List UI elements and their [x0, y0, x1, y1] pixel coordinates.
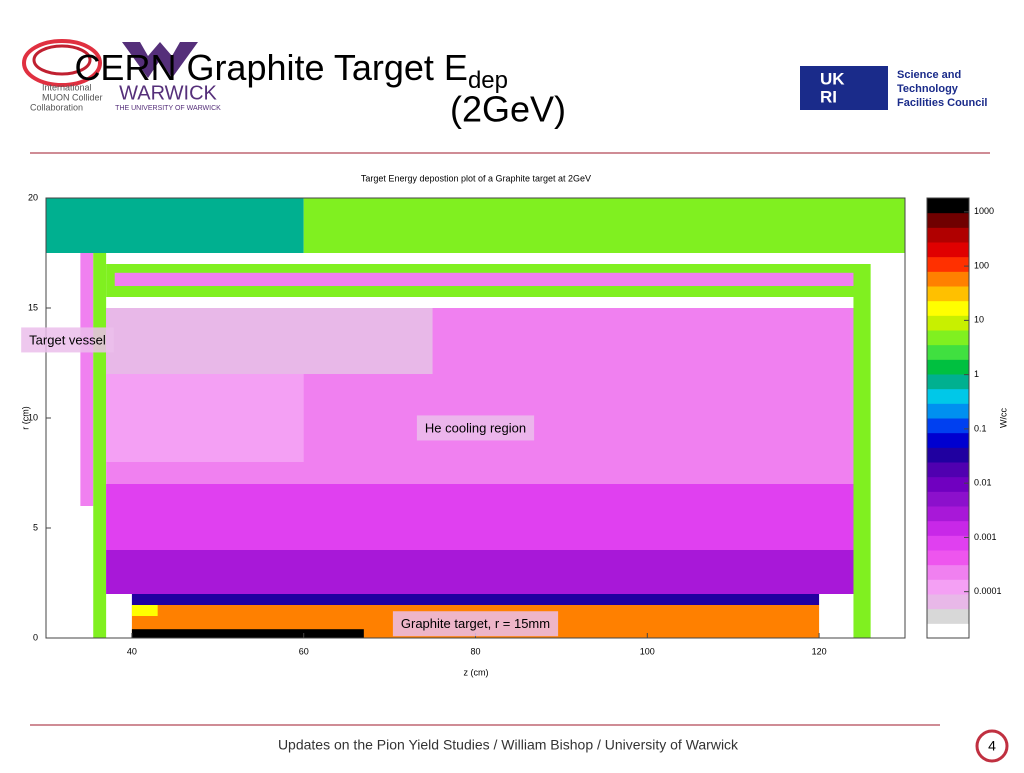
heat-cell	[114, 272, 863, 286]
colorbar-band	[927, 212, 969, 228]
logo-text: International	[42, 82, 92, 92]
colorbar-tick-label: 0.001	[974, 532, 997, 542]
colorbar-band	[927, 520, 969, 536]
colorbar-tick-label: 0.01	[974, 478, 992, 488]
colorbar-band	[927, 550, 969, 566]
colorbar-band	[927, 227, 969, 243]
colorbar-band	[927, 432, 969, 448]
heat-cell	[80, 253, 94, 506]
warwick-sub: THE UNIVERSITY OF WARWICK	[115, 105, 221, 112]
x-tick-label: 80	[470, 646, 480, 656]
ukri-text: RI	[820, 87, 837, 106]
colorbar-band	[927, 403, 969, 419]
logo-left: International MUON Collider Collaboratio…	[22, 39, 103, 112]
colorbar-band	[927, 476, 969, 492]
colorbar-frame	[926, 197, 970, 639]
annotation: He cooling region	[425, 420, 526, 435]
colorbar-band	[927, 491, 969, 507]
colorbar-band	[927, 623, 969, 639]
colorbar-band	[927, 344, 969, 360]
heat-cell	[106, 550, 863, 594]
colorbar-band	[927, 330, 969, 346]
heat-cell	[131, 605, 158, 616]
colorbar-band	[927, 418, 969, 434]
title-line2: (2GeV)	[450, 89, 566, 130]
colorbar-band	[927, 447, 969, 463]
colorbar-tick-label: 10	[974, 315, 984, 325]
chart-title: Target Energy depostion plot of a Graphi…	[361, 173, 591, 183]
colorbar-band	[927, 535, 969, 551]
colorbar-band	[927, 271, 969, 287]
heat-cell	[853, 264, 871, 638]
colorbar-band	[927, 506, 969, 522]
annotation-box	[416, 415, 535, 441]
colorbar-band	[927, 286, 969, 302]
logo-text: Collaboration	[30, 102, 83, 112]
x-tick-label: 100	[640, 646, 655, 656]
page-number: 4	[988, 738, 996, 754]
colorbar-band	[927, 608, 969, 624]
heat-cell	[93, 253, 107, 638]
heat-cell	[106, 374, 304, 462]
colorbar-tick-label: 100	[974, 260, 989, 270]
colorbar-band	[927, 300, 969, 316]
stfc-text: Technology	[897, 83, 959, 95]
logo-text: MUON Collider	[42, 92, 103, 102]
heat-cell	[131, 629, 364, 638]
title-main: CERN Graphite Target E	[74, 47, 468, 88]
colorbar-label: W/cc	[998, 408, 1008, 428]
colorbar-band	[927, 594, 969, 610]
heat-cell	[106, 308, 433, 374]
colorbar-band	[927, 242, 969, 258]
x-tick-label: 40	[127, 646, 137, 656]
x-label: z (cm)	[464, 667, 489, 677]
colorbar-tick-label: 1000	[974, 206, 994, 216]
y-tick-label: 5	[33, 522, 38, 532]
colorbar-tick-label: 1	[974, 369, 979, 379]
page-badge	[975, 729, 1009, 763]
colorbar-band	[927, 359, 969, 375]
colorbar-band	[927, 564, 969, 580]
annotation: Graphite target, r = 15mm	[401, 616, 550, 631]
warwick-logo: WARWICK	[119, 82, 217, 104]
title-sub: dep	[468, 67, 508, 94]
stfc-text: Facilities Council	[897, 97, 987, 109]
title: CERN Graphite Target Edep	[74, 47, 508, 95]
x-tick-label: 60	[299, 646, 309, 656]
footer: Updates on the Pion Yield Studies / Will…	[278, 737, 739, 753]
colorbar-band	[927, 198, 969, 214]
colorbar-band	[927, 315, 969, 331]
annotation: Target vessel	[29, 332, 106, 347]
heat-cell	[46, 198, 304, 253]
stfc-text: Science and	[897, 69, 961, 81]
y-tick-label: 20	[28, 192, 38, 202]
annotation-box	[21, 327, 114, 353]
colorbar-tick-label: 0.1	[974, 423, 987, 433]
colorbar-band	[927, 579, 969, 595]
y-tick-label: 0	[33, 632, 38, 642]
colorbar-band	[927, 462, 969, 478]
colorbar-tick-label: 0.0001	[974, 586, 1002, 596]
ukri-logo	[800, 66, 888, 110]
heat-cell	[106, 484, 863, 550]
colorbar-band	[927, 374, 969, 390]
y-label: r (cm)	[20, 406, 30, 430]
heat-cell	[131, 594, 820, 605]
y-tick-label: 15	[28, 302, 38, 312]
colorbar-band	[927, 256, 969, 272]
y-tick-label: 10	[28, 412, 38, 422]
ukri-text: UK	[820, 69, 845, 88]
colorbar-band	[927, 388, 969, 404]
annotation-box	[392, 611, 559, 637]
heat-cell	[303, 198, 905, 253]
warwick-mark	[122, 42, 198, 78]
x-tick-label: 120	[812, 646, 827, 656]
